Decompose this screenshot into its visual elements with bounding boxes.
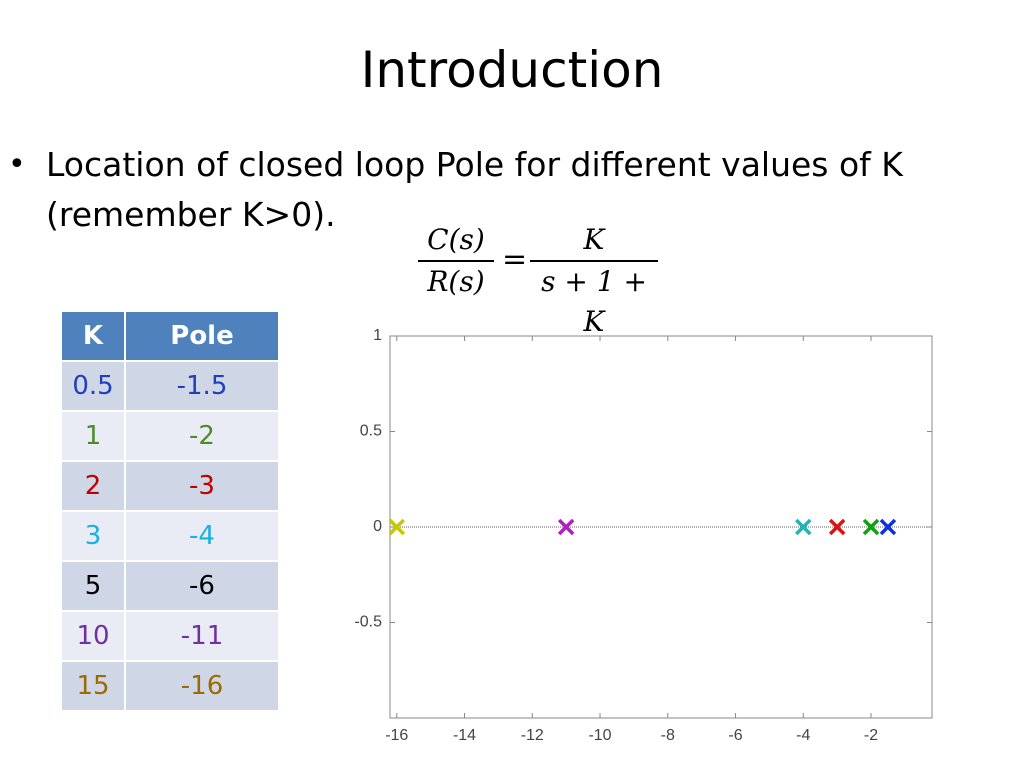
- y-tick-label: 0: [373, 518, 382, 535]
- cell-k: 10: [60, 610, 126, 662]
- cell-k: 2: [60, 460, 126, 512]
- rhs-denominator: s + 1 + K: [530, 260, 658, 338]
- x-tick-label: -14: [453, 727, 476, 744]
- cell-k: 3: [60, 510, 126, 562]
- pole-marker: [795, 518, 812, 536]
- cell-k: 1: [60, 410, 126, 462]
- pole-location-chart: -16 -14 -12 -10 -8 -6 -4 -2 1 0.5 0 -0.5: [354, 327, 933, 744]
- x-tick-label: -16: [385, 727, 408, 744]
- rhs-numerator: K: [583, 223, 605, 256]
- x-tick-label: -10: [588, 727, 611, 744]
- table-row: 3 -4: [60, 510, 280, 562]
- y-tick-label: 0.5: [360, 423, 382, 440]
- x-tick-label: -8: [661, 727, 675, 744]
- rhs-fraction: K s + 1 + K: [530, 220, 658, 338]
- table-row: 0.5 -1.5: [60, 360, 280, 412]
- table-row: 10 -11: [60, 610, 280, 662]
- pole-marker: [879, 518, 897, 536]
- header-pole: Pole: [124, 310, 280, 362]
- x-tick-label: -6: [728, 727, 742, 744]
- lhs-fraction: C(s) R(s): [418, 220, 494, 302]
- lhs-denominator: R(s): [418, 260, 494, 302]
- x-tick-label: -2: [864, 727, 878, 744]
- table-row: 5 -6: [60, 560, 280, 612]
- table-row: 15 -16: [60, 660, 280, 712]
- bullet-dot-icon: •: [8, 147, 26, 182]
- cell-k: 15: [60, 660, 126, 712]
- table-row: 1 -2: [60, 410, 280, 462]
- pole-marker: [828, 518, 846, 536]
- pole-marker: [388, 518, 406, 536]
- cell-pole: -16: [124, 660, 280, 712]
- pole-marker: [862, 518, 880, 536]
- cell-pole: -1.5: [124, 360, 280, 412]
- lhs-numerator: C(s): [427, 223, 485, 256]
- header-k: K: [60, 310, 126, 362]
- table-header-row: K Pole: [60, 310, 280, 362]
- cell-k: 0.5: [60, 360, 126, 412]
- cell-pole: -4: [124, 510, 280, 562]
- bullet-text: Location of closed loop Pole for differe…: [46, 145, 903, 234]
- cell-pole: -3: [124, 460, 280, 512]
- slide-title: Introduction: [360, 41, 664, 99]
- cell-pole: -11: [124, 610, 280, 662]
- y-tick-label: -0.5: [354, 614, 382, 631]
- cell-pole: -6: [124, 560, 280, 612]
- y-tick-label: 1: [373, 327, 382, 344]
- x-tick-label: -4: [796, 727, 810, 744]
- equals-sign: =: [502, 242, 528, 277]
- cell-k: 5: [60, 560, 126, 612]
- cell-pole: -2: [124, 410, 280, 462]
- table-row: 2 -3: [60, 460, 280, 512]
- k-pole-table: K Pole 0.5 -1.5 1 -2 2 -3 3 -4 5 -6 10 -11 15 -16: [60, 310, 280, 712]
- x-tick-label: -12: [521, 727, 544, 744]
- pole-marker: [557, 518, 575, 536]
